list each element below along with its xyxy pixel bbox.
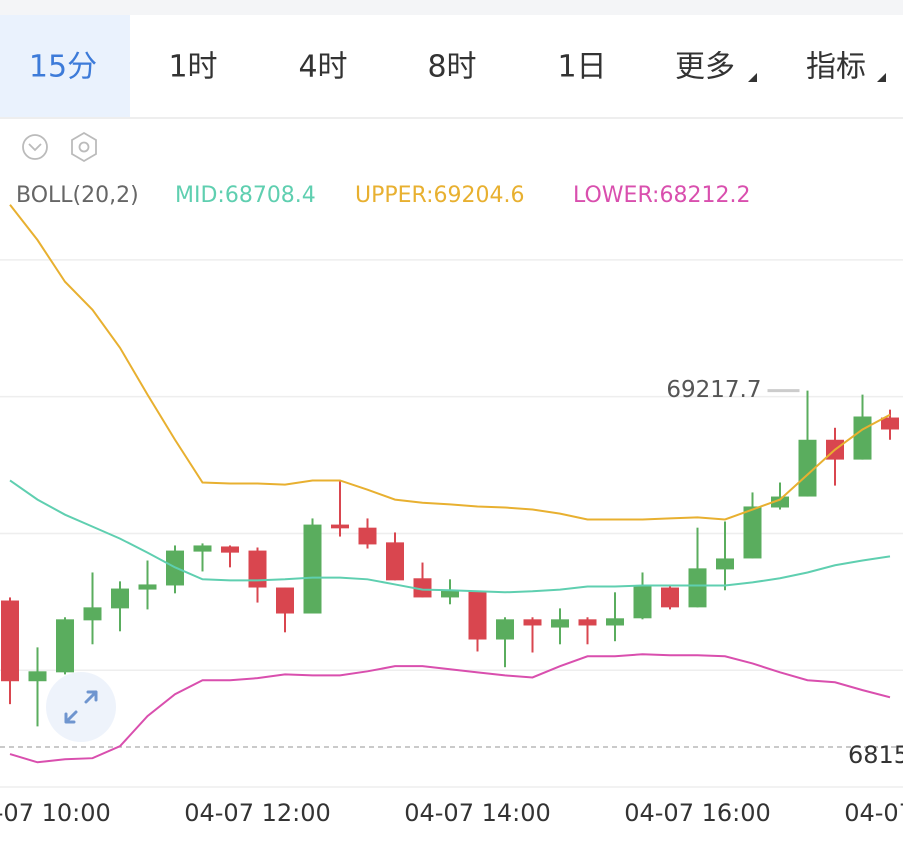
tab[interactable]: 15分 — [29, 50, 97, 85]
candle-body — [111, 588, 129, 609]
candle-body — [716, 558, 734, 570]
candle-body — [853, 416, 872, 460]
tab[interactable]: 更多 — [675, 50, 735, 85]
expand-icon — [64, 690, 98, 724]
legend-entry: LOWER:68212.2 — [573, 183, 750, 208]
candle-body — [661, 587, 679, 608]
candle-body — [551, 619, 569, 628]
price-line-label: 6815 — [848, 741, 903, 769]
candle-body — [331, 524, 349, 529]
tab[interactable]: 8时 — [427, 50, 476, 85]
settings-icon[interactable] — [71, 131, 97, 163]
boll-line — [9, 479, 891, 594]
collapse-chevron — [28, 143, 42, 152]
candle-body — [248, 550, 267, 588]
candle-body — [358, 527, 377, 545]
tab[interactable]: 4时 — [298, 50, 347, 85]
candle-body — [193, 545, 212, 552]
x-tick-label: 04-07 12:00 — [184, 799, 331, 827]
candle-body — [221, 546, 239, 553]
plot — [0, 204, 903, 764]
candle-body — [386, 542, 404, 581]
candle-body — [56, 619, 74, 673]
candle-body — [441, 590, 459, 598]
candle-body — [28, 671, 47, 682]
x-tick-label: 04-07 14:00 — [404, 799, 551, 827]
candle-body — [743, 506, 762, 559]
x-tick-label: 04-07 16:00 — [624, 799, 771, 827]
dropdown-arrow — [748, 73, 757, 82]
candle-body — [578, 619, 597, 626]
candle-body — [83, 607, 102, 621]
status-strip — [0, 0, 903, 15]
candle-body — [413, 578, 432, 598]
candle-body — [798, 439, 817, 497]
x-tick-label: 04-07 18:00 — [844, 799, 903, 827]
max-price-label: 69217.7 — [666, 377, 761, 403]
candle-body — [688, 568, 707, 608]
expand-button[interactable] — [46, 672, 116, 742]
tab[interactable]: 1时 — [168, 50, 217, 85]
tab[interactable]: 指标 — [806, 50, 866, 85]
candle-body — [496, 619, 514, 640]
candle-body — [303, 524, 322, 614]
legend-entry: UPPER:69204.6 — [355, 183, 525, 208]
active-tab-bg — [0, 15, 130, 117]
collapse-icon[interactable] — [22, 134, 48, 160]
candle-body — [633, 586, 652, 619]
candle-body — [523, 619, 542, 626]
boll-line — [9, 653, 891, 764]
candle-body — [881, 417, 899, 430]
candle-body — [468, 591, 487, 640]
x-tick-label: 04-07 10:00 — [0, 799, 111, 827]
candle-body — [606, 618, 624, 626]
boll-line — [9, 204, 891, 521]
candle-body — [138, 584, 157, 590]
candle-body — [771, 496, 789, 508]
indicator-name: BOLL(20,2) — [16, 183, 139, 208]
tab[interactable]: 1日 — [557, 50, 606, 85]
legend-entry: MID:68708.4 — [175, 183, 316, 208]
candle-body — [1, 600, 19, 682]
dropdown-arrow — [877, 73, 886, 82]
settings-icon-center — [78, 141, 90, 153]
candle-body — [276, 587, 294, 614]
